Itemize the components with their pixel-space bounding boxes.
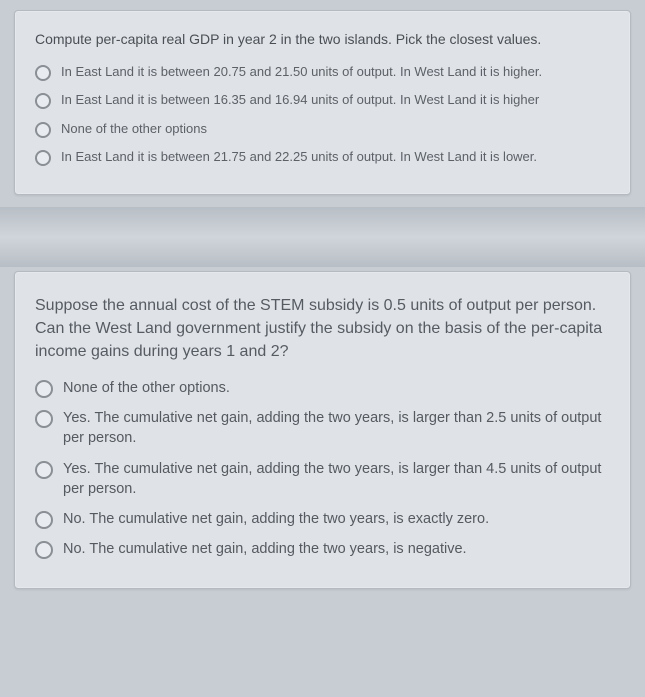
option-row[interactable]: In East Land it is between 20.75 and 21.… — [35, 63, 610, 81]
radio-icon[interactable] — [35, 511, 53, 529]
option-label: In East Land it is between 21.75 and 22.… — [61, 148, 537, 166]
option-label: No. The cumulative net gain, adding the … — [63, 539, 467, 559]
option-row[interactable]: None of the other options — [35, 120, 610, 138]
option-label: Yes. The cumulative net gain, adding the… — [63, 408, 610, 449]
option-label: In East Land it is between 20.75 and 21.… — [61, 63, 542, 81]
radio-icon[interactable] — [35, 380, 53, 398]
option-label: None of the other options. — [63, 378, 230, 398]
option-label: In East Land it is between 16.35 and 16.… — [61, 91, 539, 109]
radio-icon[interactable] — [35, 541, 53, 559]
option-row[interactable]: No. The cumulative net gain, adding the … — [35, 539, 610, 559]
option-row[interactable]: In East Land it is between 21.75 and 22.… — [35, 148, 610, 166]
radio-icon[interactable] — [35, 461, 53, 479]
question-card-2: Suppose the annual cost of the STEM subs… — [14, 271, 631, 589]
option-row[interactable]: Yes. The cumulative net gain, adding the… — [35, 408, 610, 449]
option-row[interactable]: No. The cumulative net gain, adding the … — [35, 509, 610, 529]
radio-icon[interactable] — [35, 410, 53, 428]
section-gap — [0, 207, 645, 267]
option-row[interactable]: In East Land it is between 16.35 and 16.… — [35, 91, 610, 109]
question-prompt: Suppose the annual cost of the STEM subs… — [35, 294, 610, 364]
option-label: Yes. The cumulative net gain, adding the… — [63, 459, 610, 500]
radio-icon[interactable] — [35, 65, 51, 81]
question-prompt: Compute per-capita real GDP in year 2 in… — [35, 29, 610, 49]
question-card-1: Compute per-capita real GDP in year 2 in… — [14, 10, 631, 195]
radio-icon[interactable] — [35, 150, 51, 166]
option-label: No. The cumulative net gain, adding the … — [63, 509, 489, 529]
option-row[interactable]: Yes. The cumulative net gain, adding the… — [35, 459, 610, 500]
option-label: None of the other options — [61, 120, 207, 138]
radio-icon[interactable] — [35, 122, 51, 138]
radio-icon[interactable] — [35, 93, 51, 109]
option-row[interactable]: None of the other options. — [35, 378, 610, 398]
